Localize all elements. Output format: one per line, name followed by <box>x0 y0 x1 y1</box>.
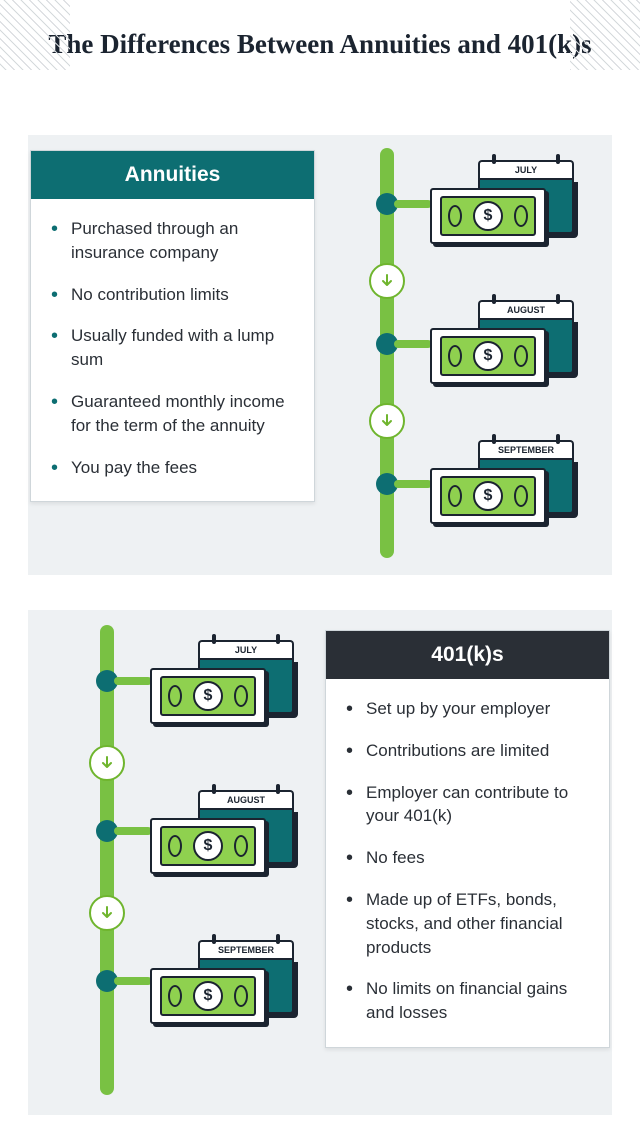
timeline-connector <box>394 480 432 488</box>
list-item: Employer can contribute to your 401(k) <box>346 781 589 829</box>
hatch-decoration <box>0 0 70 70</box>
timeline-connector <box>114 827 152 835</box>
down-arrow-icon <box>369 263 405 299</box>
card-annuities-list: Purchased through an insurance company No… <box>51 217 294 479</box>
list-item: You pay the fees <box>51 456 294 480</box>
calendar-money-icon: JULY$ <box>430 160 580 260</box>
list-item: Guaranteed monthly income for the term o… <box>51 390 294 438</box>
calendar-money-icon: SEPTEMBER$ <box>150 940 300 1040</box>
card-annuities: Annuities Purchased through an insurance… <box>30 150 315 502</box>
timeline-connector <box>394 340 432 348</box>
timeline-401k <box>100 625 114 1095</box>
down-arrow-icon <box>89 745 125 781</box>
list-item: No contribution limits <box>51 283 294 307</box>
card-401k-list: Set up by your employer Contributions are… <box>346 697 589 1025</box>
timeline-connector <box>114 977 152 985</box>
calendar-money-icon: SEPTEMBER$ <box>430 440 580 540</box>
list-item: Set up by your employer <box>346 697 589 721</box>
list-item: Usually funded with a lump sum <box>51 324 294 372</box>
timeline-connector <box>114 677 152 685</box>
down-arrow-icon <box>369 403 405 439</box>
timeline-connector <box>394 200 432 208</box>
list-item: Made up of ETFs, bonds, stocks, and othe… <box>346 888 589 959</box>
card-annuities-header: Annuities <box>31 151 314 199</box>
calendar-money-icon: AUGUST$ <box>430 300 580 400</box>
calendar-money-icon: AUGUST$ <box>150 790 300 890</box>
page-title: The Differences Between Annuities and 40… <box>0 0 640 62</box>
list-item: Purchased through an insurance company <box>51 217 294 265</box>
hatch-decoration <box>570 0 640 70</box>
list-item: Contributions are limited <box>346 739 589 763</box>
down-arrow-icon <box>89 895 125 931</box>
list-item: No fees <box>346 846 589 870</box>
calendar-money-icon: JULY$ <box>150 640 300 740</box>
card-401k-header: 401(k)s <box>326 631 609 679</box>
list-item: No limits on financial gains and losses <box>346 977 589 1025</box>
card-401k: 401(k)s Set up by your employer Contribut… <box>325 630 610 1048</box>
